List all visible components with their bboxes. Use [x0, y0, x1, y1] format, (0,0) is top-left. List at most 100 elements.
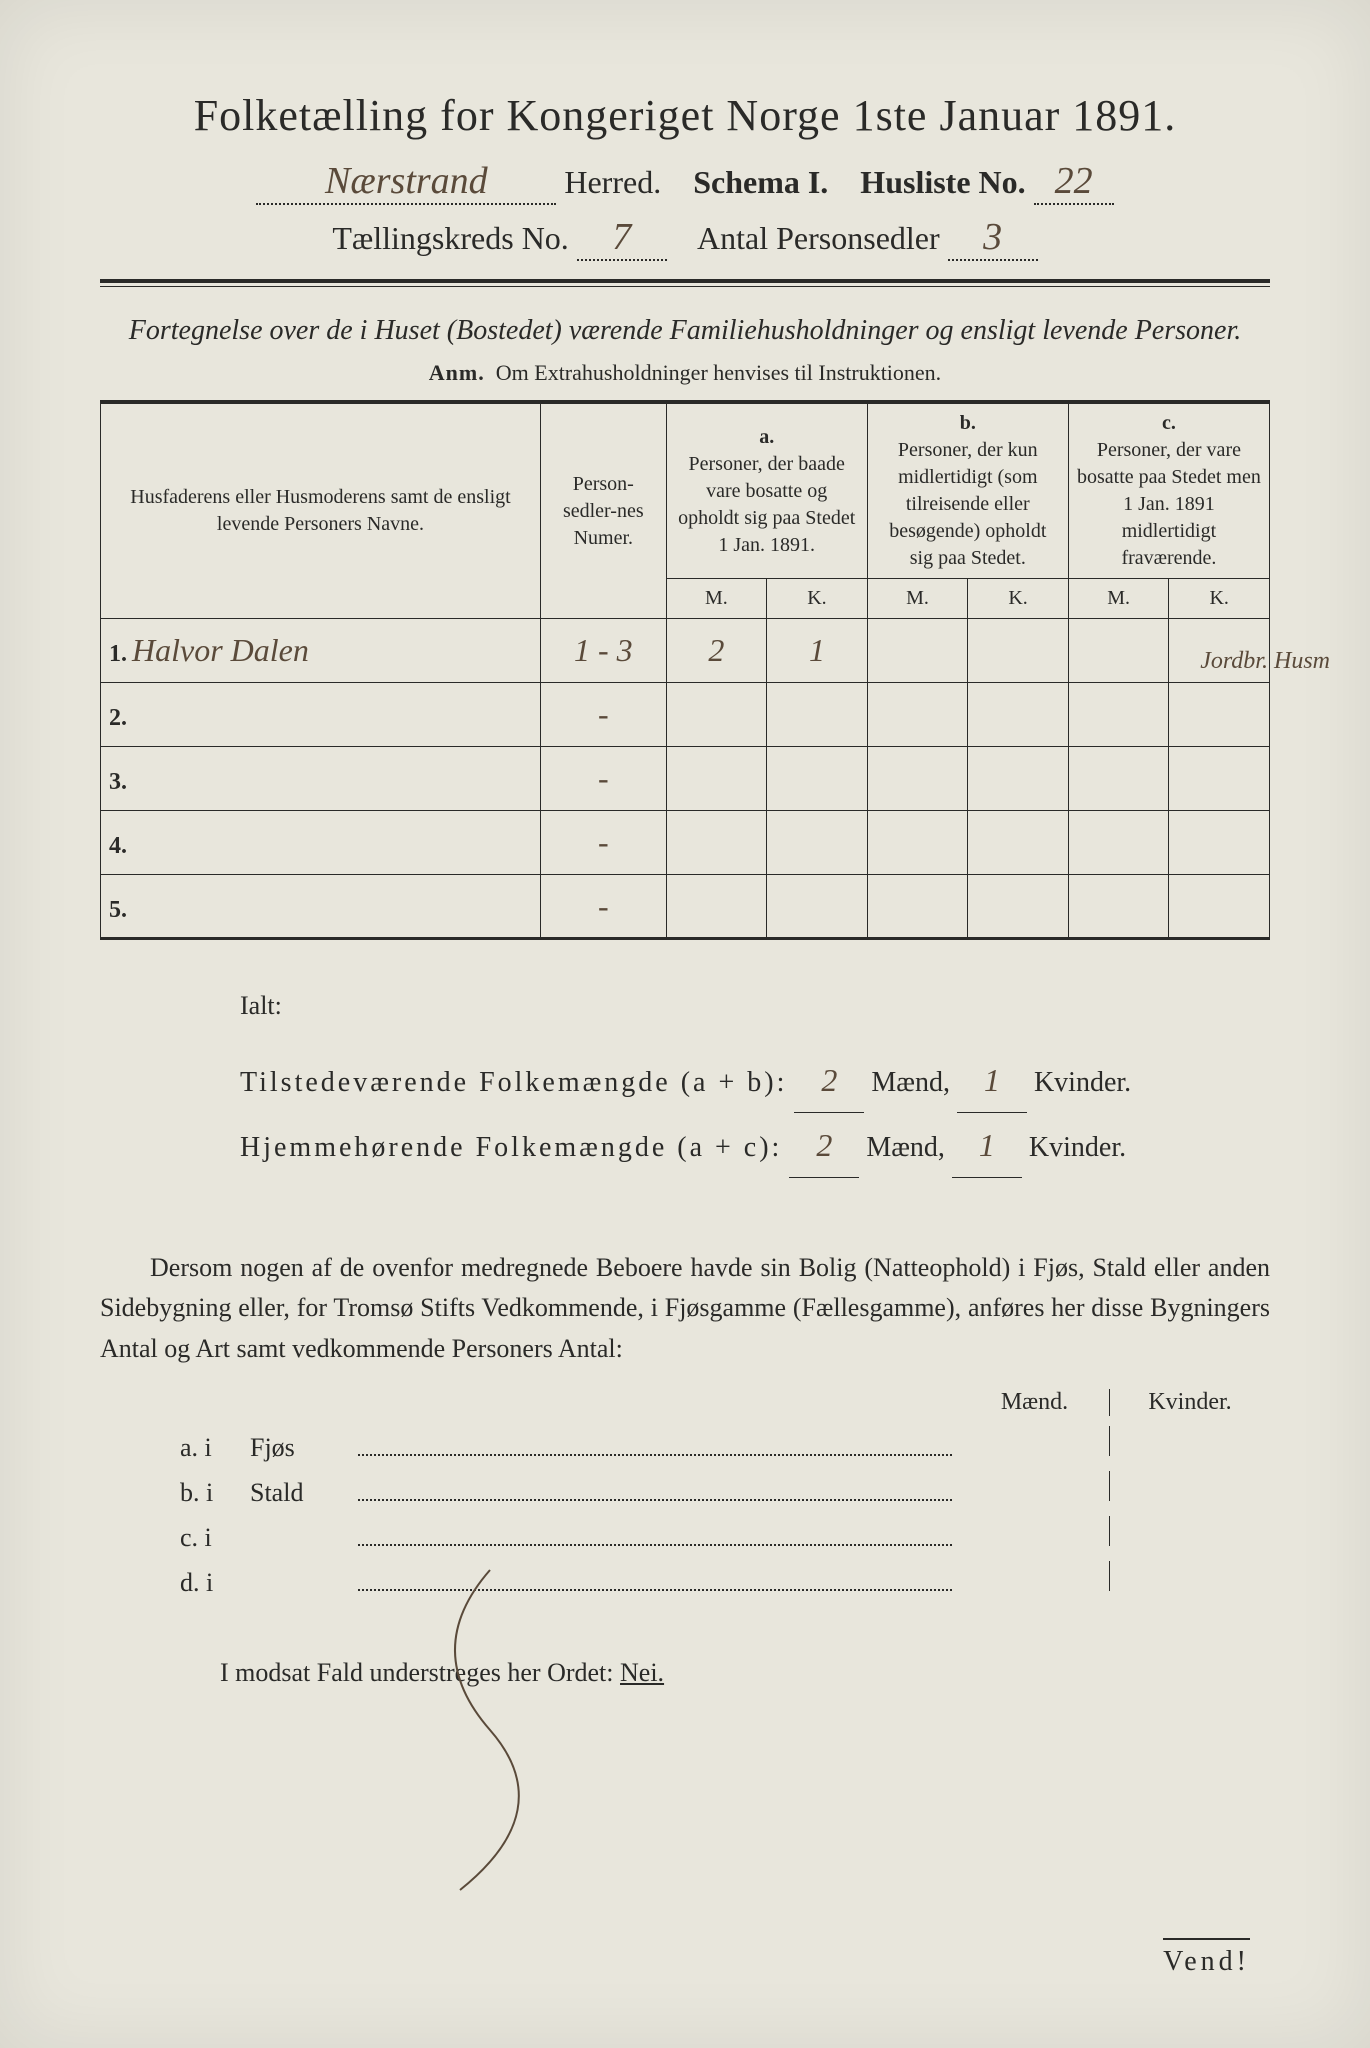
mk-k: Kvinder. [1110, 1389, 1270, 1416]
census-form-page: Folketælling for Kongeriget Norge 1ste J… [0, 0, 1370, 2048]
herred-label: Herred. [564, 164, 661, 200]
cell-num: - [540, 811, 666, 875]
table-body: 1. Halvor Dalen1 - 3212. -3. -4. -5. - [101, 619, 1270, 939]
th-name: Husfaderens eller Husmoderens samt de en… [101, 402, 541, 619]
cell-name: 4. [101, 811, 541, 875]
th-b: b. Personer, der kun midlertidigt (som t… [867, 402, 1068, 579]
footline: I modsat Fald understreges her Ordet: Ne… [220, 1658, 1270, 1688]
th-a-m: M. [666, 579, 767, 619]
line1-k-label: Kvinder. [1034, 1067, 1131, 1098]
totals-block: Ialt: Tilstedeværende Folkemængde (a + b… [240, 980, 1270, 1178]
cell-c-k [1169, 747, 1270, 811]
divider-top [100, 279, 1270, 287]
list-cell-k [1110, 1561, 1270, 1591]
line1-m-label: Mænd, [871, 1067, 950, 1098]
cell-b-k [968, 683, 1069, 747]
list-cell-m [960, 1561, 1110, 1591]
cell-num: 1 - 3 [540, 619, 666, 683]
mk-m: Mænd. [960, 1389, 1110, 1416]
th-b-label: b. [960, 412, 976, 434]
line1-m-hand: 2 [821, 1062, 837, 1098]
list-cell-m [960, 1516, 1110, 1546]
list-key: b. i [180, 1478, 250, 1508]
cell-a-k [767, 747, 868, 811]
cell-b-m [867, 811, 968, 875]
cell-num: - [540, 683, 666, 747]
mk-column-header: Mænd. Kvinder. [100, 1389, 1270, 1416]
kreds-handwritten: 7 [612, 216, 631, 258]
line2-m-label: Mænd, [866, 1132, 945, 1163]
page-title: Folketælling for Kongeriget Norge 1ste J… [100, 90, 1270, 141]
cell-num: - [540, 747, 666, 811]
th-a-k: K. [767, 579, 868, 619]
line1-k-hand: 1 [984, 1062, 1000, 1098]
footline-pre: I modsat Fald understreges her Ordet: [220, 1658, 620, 1687]
list-cell-m [960, 1426, 1110, 1456]
schema-label: Schema I. [693, 164, 828, 200]
cell-b-k [968, 747, 1069, 811]
cell-c-m [1068, 875, 1169, 939]
cell-a-m: 2 [666, 619, 767, 683]
husliste-handwritten: 22 [1055, 160, 1093, 202]
cell-b-k [968, 811, 1069, 875]
cell-c-m [1068, 747, 1169, 811]
line2-label: Hjemmehørende Folkemængde (a + c): [240, 1132, 782, 1163]
th-b-m: M. [867, 579, 968, 619]
cell-c-k [1169, 811, 1270, 875]
footline-nei: Nei. [620, 1658, 664, 1687]
list-item: b. iStald [180, 1471, 1270, 1508]
th-c-text: Personer, der vare bosatte paa Stedet me… [1077, 439, 1261, 569]
list-label: Stald [250, 1478, 350, 1508]
line2-k-label: Kvinder. [1029, 1132, 1126, 1163]
cell-a-k: 1 [767, 619, 868, 683]
th-a-text: Personer, der baade vare bosatte og opho… [678, 453, 855, 556]
list-item: d. i [180, 1561, 1270, 1598]
th-a-label: a. [759, 426, 774, 448]
cell-c-k [1169, 683, 1270, 747]
table-row: 4. - [101, 811, 1270, 875]
dotted-fill [358, 1520, 952, 1546]
antal-handwritten: 3 [983, 216, 1002, 258]
dotted-fill [358, 1475, 952, 1501]
anm-label: Anm. [429, 360, 485, 385]
cell-a-m [666, 683, 767, 747]
vend-label: Vend! [1163, 1938, 1250, 1978]
list-item: c. i [180, 1516, 1270, 1553]
th-b-k: K. [968, 579, 1069, 619]
cell-name: 2. [101, 683, 541, 747]
cell-b-k [968, 875, 1069, 939]
cell-name: 1. Halvor Dalen [101, 619, 541, 683]
cell-c-m [1068, 619, 1169, 683]
margin-note-handwritten: Jordbr. Husm [1200, 648, 1330, 675]
cell-b-m [867, 619, 968, 683]
anm-text: Om Extrahusholdninger henvises til Instr… [496, 360, 941, 385]
list-cell-k [1110, 1471, 1270, 1501]
paragraph: Dersom nogen af de ovenfor medregnede Be… [100, 1248, 1270, 1369]
list-key: d. i [180, 1568, 250, 1598]
cell-c-k [1169, 875, 1270, 939]
table-row: 1. Halvor Dalen1 - 321 [101, 619, 1270, 683]
list-key: c. i [180, 1523, 250, 1553]
table-row: 5. - [101, 875, 1270, 939]
antal-label: Antal Personsedler [697, 220, 940, 256]
list-key: a. i [180, 1433, 250, 1463]
list-cell-k [1110, 1426, 1270, 1456]
line2-k-hand: 1 [979, 1127, 995, 1163]
cell-name: 5. [101, 875, 541, 939]
totals-line-2: Hjemmehørende Folkemængde (a + c): 2 Mæn… [240, 1113, 1270, 1178]
cell-b-m [867, 683, 968, 747]
th-c: c. Personer, der vare bosatte paa Stedet… [1068, 402, 1269, 579]
th-c-m: M. [1068, 579, 1169, 619]
cell-a-k [767, 683, 868, 747]
th-num: Person-sedler-nes Numer. [540, 402, 666, 619]
th-b-text: Personer, der kun midlertidigt (som tilr… [889, 439, 1046, 569]
cell-a-m [666, 747, 767, 811]
census-table: Husfaderens eller Husmoderens samt de en… [100, 400, 1270, 940]
cell-a-k [767, 811, 868, 875]
cell-b-m [867, 747, 968, 811]
header-row-1: Nærstrand Herred. Schema I. Husliste No.… [100, 159, 1270, 205]
header-row-2: Tællingskreds No. 7 Antal Personsedler 3 [100, 215, 1270, 261]
dotted-fill [358, 1565, 952, 1591]
cell-a-k [767, 875, 868, 939]
cell-a-m [666, 875, 767, 939]
